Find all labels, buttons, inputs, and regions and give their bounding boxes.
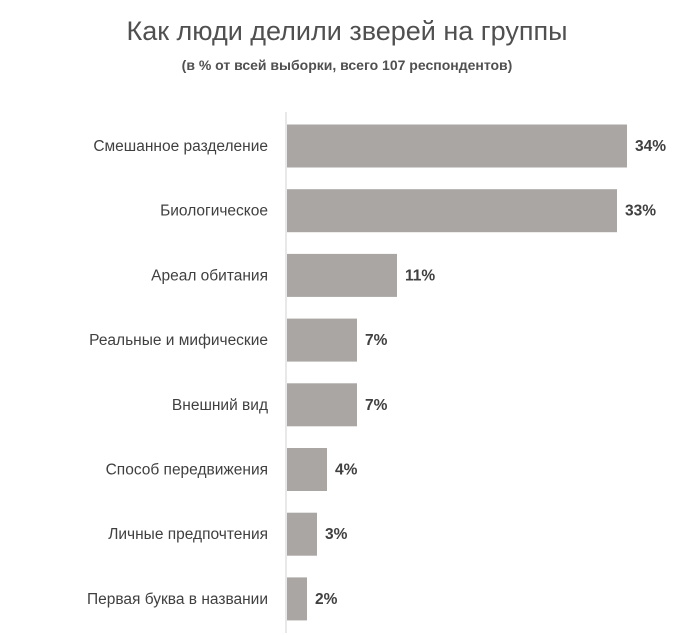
bar <box>287 124 627 168</box>
value-label: 7% <box>365 397 388 414</box>
chart-title: Как люди делили зверей на группы <box>126 16 568 46</box>
value-label: 4% <box>335 462 358 479</box>
bar <box>287 448 327 491</box>
category-label: Способ передвижения <box>106 462 268 479</box>
value-label: 33% <box>625 203 656 220</box>
bar <box>287 189 617 233</box>
bar <box>287 253 397 297</box>
category-label: Первая буква в названии <box>87 591 268 608</box>
bar <box>287 318 357 362</box>
category-label: Внешний вид <box>172 397 268 414</box>
bar <box>287 383 357 427</box>
bar <box>287 512 317 556</box>
value-label: 3% <box>325 526 348 543</box>
category-label: Реальные и мифические <box>89 332 268 349</box>
category-label: Личные предпочтения <box>108 526 268 543</box>
chart-subtitle: (в % от всей выборки, всего 107 респонде… <box>181 57 513 73</box>
value-label: 2% <box>315 591 338 608</box>
category-label: Смешанное разделение <box>93 138 268 155</box>
category-label: Ареал обитания <box>151 267 268 284</box>
value-label: 34% <box>635 138 666 155</box>
category-label: Биологическое <box>160 203 268 220</box>
value-label: 7% <box>365 332 388 349</box>
value-label: 11% <box>405 267 435 284</box>
bar <box>287 577 307 621</box>
